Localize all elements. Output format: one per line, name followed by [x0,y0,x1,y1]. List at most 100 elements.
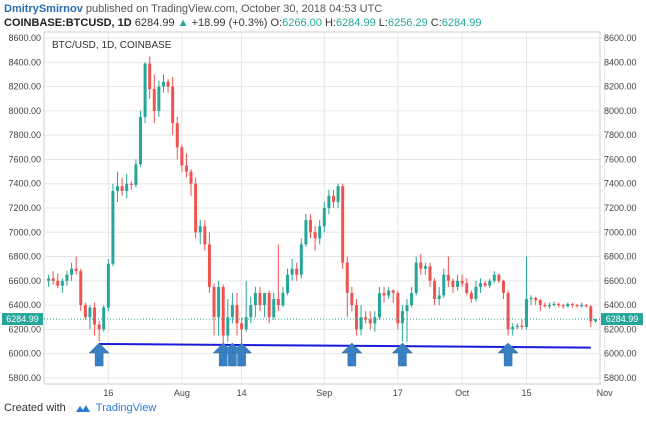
candle-body [152,89,156,111]
price-chart[interactable]: 5800.00 6000.00 6200.00 6400.00 6600.00 6800.… [0,0,646,400]
candle-body [354,305,358,330]
candle-body [327,195,331,208]
candle-body [451,280,455,287]
candle-body [51,278,55,281]
author-name[interactable]: DmitrySmirnov [4,3,83,15]
candle-body [474,286,478,300]
candle-body [538,300,542,306]
candle-body [267,292,271,318]
candle-body [116,186,120,192]
candle-body [423,266,427,269]
price-change: +18.99 (+0.3%) [191,17,268,29]
symbol-label: COINBASE:BTCUSD, 1D [4,17,132,29]
publish-info: DmitrySmirnov published on TradingView.c… [4,3,382,15]
candle-body [350,292,354,306]
candle-body [70,268,74,275]
candle-body [295,268,299,275]
y-tick-label-left: 7600.00 [8,154,41,164]
y-tick-label-right: 6200.00 [604,324,637,334]
y-tick-label-right: 5800.00 [604,373,637,383]
candle-body [263,292,267,306]
up-arrow-icon [497,342,519,367]
y-tick-label-right: 8000.00 [604,106,637,116]
up-arrow-icon: ▲ [177,17,189,29]
candle-body [143,63,147,117]
last-price-tag-right-text: 6284.99 [606,314,639,324]
candle-body [400,311,404,324]
candle-body [322,208,326,227]
x-tick-label: Aug [174,388,190,398]
candle-body [364,317,368,320]
candle-body [106,263,110,308]
candle-body [212,286,216,318]
candle-body [414,262,418,293]
candle-body [65,274,69,281]
candle-body [552,303,556,306]
low-value: 6256.29 [387,17,428,29]
candle-body [221,286,225,336]
close-value: 6284.99 [441,17,482,29]
candle-body [157,86,161,111]
candle-body [497,274,501,281]
candle-body [336,186,340,202]
x-tick-label: 16 [103,388,113,398]
close-label: C: [430,17,442,29]
candle-body [235,305,239,324]
y-tick-label-right: 6800.00 [604,252,637,262]
candle-body [570,303,574,306]
candle-body [198,226,202,233]
last-price-tag-left [2,313,43,326]
candle-body [129,183,133,185]
candle-body [469,292,473,300]
x-tick-label: Sep [316,388,332,398]
candle-body [566,303,570,307]
y-tick-label-right: 8600.00 [604,33,637,43]
y-axis-right: 5800.00 6000.00 6200.00 6400.00 6600.00 6800.… [604,33,637,383]
candle-body [286,274,290,293]
y-tick-label-left: 7400.00 [8,179,41,189]
y-tick-label-left: 5800.00 [8,373,41,383]
y-tick-label-right: 7600.00 [604,154,637,164]
y-tick-label-left: 7000.00 [8,227,41,237]
candle-body [580,305,584,307]
candle-body [299,244,303,275]
open-value: 6266.00 [282,17,322,29]
y-tick-label-left: 8000.00 [8,106,41,116]
y-tick-label-left: 7200.00 [8,203,41,213]
candle-body [189,171,193,184]
candle-body [529,297,533,300]
candle-body [575,305,579,307]
candle-body [561,305,565,307]
candle-body [175,123,179,148]
candle-body [171,86,175,124]
candle-body [437,295,441,300]
tradingview-brand: TradingView [95,402,157,414]
tradingview-logo[interactable]: TradingView [74,402,157,414]
candle-body [258,292,262,306]
candle-body [120,186,124,192]
candle-body [79,271,83,306]
candle-body [88,307,92,318]
candle-body [194,183,198,233]
y-tick-label-right: 7000.00 [604,227,637,237]
candles [47,56,597,366]
candle-body [396,292,400,324]
candle-body [511,326,515,330]
candle-body [382,292,386,296]
y-tick-label-left: 7800.00 [8,130,41,140]
candle-body [60,280,64,286]
y-tick-label-right: 6400.00 [604,300,637,310]
candle-body [387,290,391,296]
up-arrow-icon [391,342,414,367]
y-tick-label-right: 7400.00 [604,179,637,189]
created-with-label: Created with [4,402,66,414]
candle-body [93,307,97,325]
y-tick-label-left: 6200.00 [8,324,41,334]
candle-body [180,147,184,166]
candle-body [217,286,221,318]
candle-body [524,299,528,327]
candle-body [111,191,115,264]
candle-body [446,274,450,281]
candle-body [465,283,469,293]
y-tick-label-left: 6600.00 [8,276,41,286]
